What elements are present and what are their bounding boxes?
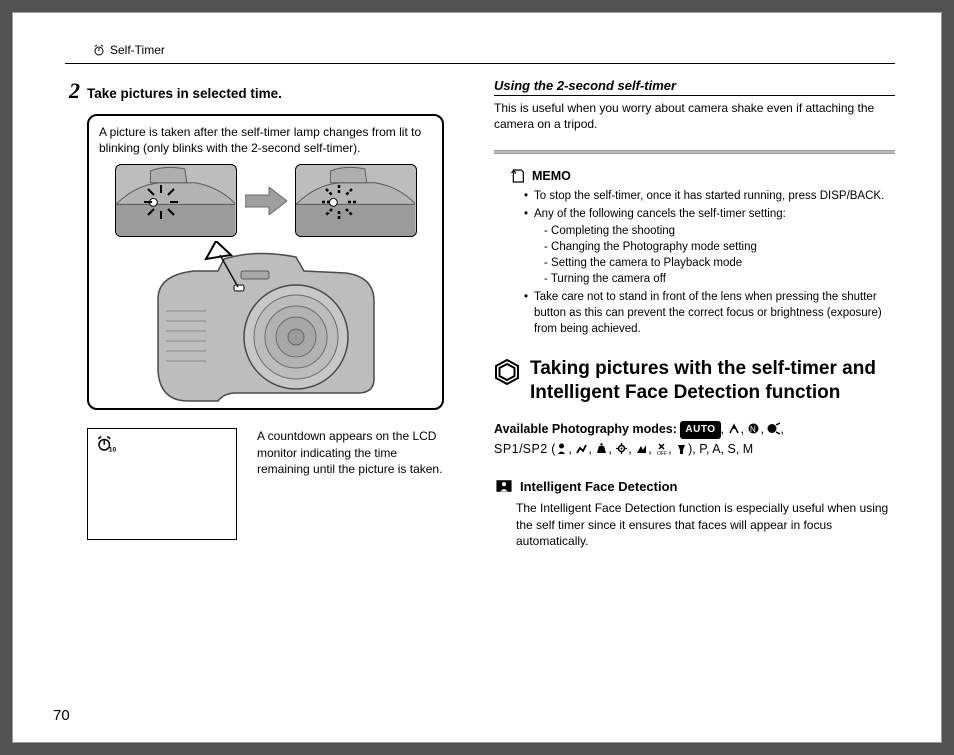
memo-subitem: Turning the camera off [544, 271, 895, 287]
modes-tail: ), P, A, S, M [688, 442, 753, 456]
memo-item: Take care not to stand in front of the l… [524, 289, 895, 337]
header-text: Self-Timer [110, 43, 165, 57]
mode-icon: OFF [655, 442, 668, 455]
step-number: 2 [69, 78, 80, 104]
mode-icon: N [747, 422, 760, 435]
face-detection-icon [496, 479, 512, 493]
mode-auto-badge: AUTO [680, 421, 720, 439]
memo-item: To stop the self-timer, once it has star… [524, 188, 895, 204]
subhead-2sec-body: This is useful when you worry about came… [494, 100, 895, 132]
divider-bar [494, 150, 895, 154]
available-modes: Available Photography modes: AUTO, , N, … [494, 419, 895, 459]
callout-text: A picture is taken after the self-timer … [99, 124, 432, 156]
svg-text:OFF: OFF [657, 451, 667, 455]
step-title-text: Take pictures in selected time. [87, 86, 282, 101]
ifd-heading: Intelligent Face Detection [496, 479, 895, 494]
lamp-lit-illustration [115, 164, 237, 237]
self-timer-icon [93, 44, 105, 56]
two-column-layout: 2 Take pictures in selected time. A pict… [65, 78, 895, 550]
manual-page: Self-Timer 2 Take pictures in selected t… [12, 12, 942, 743]
right-column: Using the 2-second self-timer This is us… [494, 78, 895, 550]
mode-icon [555, 442, 568, 455]
memo-item: Any of the following cancels the self-ti… [524, 206, 895, 286]
mode-icon [575, 442, 588, 455]
memo-sublist: Completing the shooting Changing the Pho… [544, 223, 895, 287]
memo-subitem: Completing the shooting [544, 223, 895, 239]
section-heading-row: Taking pictures with the self-timer and … [494, 357, 895, 405]
section-heading: Taking pictures with the self-timer and … [530, 357, 895, 405]
lamp-blink-illustration [295, 164, 417, 237]
mode-icon [635, 442, 648, 455]
left-column: 2 Take pictures in selected time. A pict… [65, 78, 466, 550]
subhead-2sec: Using the 2-second self-timer [494, 78, 895, 96]
memo-icon [510, 168, 526, 184]
lcd-row: 10 A countdown appears on the LCD monito… [87, 428, 444, 540]
header-rule [65, 63, 895, 64]
svg-text:N: N [750, 425, 756, 434]
mode-sp2: SP2 [523, 442, 548, 456]
mode-icon [767, 422, 780, 435]
mode-icon [615, 442, 628, 455]
page-number: 70 [53, 707, 70, 724]
memo-item-text: Any of the following cancels the self-ti… [534, 208, 786, 220]
arrow-icon [245, 187, 287, 215]
mode-sp1: SP1 [494, 442, 519, 456]
memo-label: MEMO [532, 169, 571, 183]
lcd-caption: A countdown appears on the LCD monitor i… [257, 428, 444, 477]
hex-bullet-icon [494, 359, 520, 385]
step-heading: 2 Take pictures in selected time. [69, 78, 466, 104]
svg-text:10: 10 [109, 447, 116, 454]
page-header: Self-Timer [93, 43, 895, 57]
mode-icon [675, 442, 688, 455]
memo-subitem: Setting the camera to Playback mode [544, 255, 895, 271]
ifd-body: The Intelligent Face Detection function … [516, 500, 895, 550]
diagram-row [99, 164, 432, 237]
callout-box: A picture is taken after the self-timer … [87, 114, 444, 410]
camera-illustration [146, 241, 386, 396]
modes-label: Available Photography modes: [494, 422, 677, 436]
lcd-illustration: 10 [87, 428, 237, 540]
memo-subitem: Changing the Photography mode setting [544, 239, 895, 255]
memo-heading: MEMO [510, 168, 895, 184]
mode-icon [595, 442, 608, 455]
mode-icon [728, 422, 741, 435]
memo-list: To stop the self-timer, once it has star… [524, 188, 895, 337]
ifd-title: Intelligent Face Detection [520, 479, 677, 494]
